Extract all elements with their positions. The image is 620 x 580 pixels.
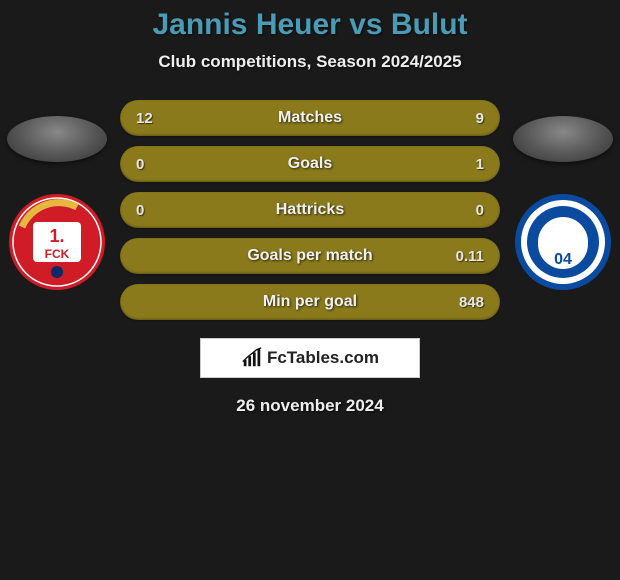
right-player-photo	[513, 116, 613, 162]
brand-text: FcTables.com	[267, 348, 379, 368]
right-club-badge: S 04	[513, 192, 613, 292]
subtitle: Club competitions, Season 2024/2025	[0, 52, 620, 72]
stat-left: 12	[136, 110, 176, 127]
left-player-photo	[7, 116, 107, 162]
stat-row-goals: 0 Goals 1	[120, 146, 500, 182]
svg-text:04: 04	[554, 251, 572, 268]
stat-left: 0	[136, 156, 176, 173]
stat-right: 1	[444, 156, 484, 173]
left-player-side: 1. FCK	[4, 100, 110, 292]
left-club-badge: 1. FCK	[7, 192, 107, 292]
stat-label: Min per goal	[176, 293, 444, 311]
infographic-card: Jannis Heuer vs Bulut Club competitions,…	[0, 0, 620, 440]
stat-right: 0	[444, 202, 484, 219]
stats-column: 12 Matches 9 0 Goals 1 0 Hattricks 0 Goa…	[120, 100, 500, 320]
stat-right: 9	[444, 110, 484, 127]
stat-right: 0.11	[444, 248, 484, 265]
stat-label: Goals	[176, 155, 444, 173]
right-player-side: S 04	[510, 100, 616, 292]
svg-text:S: S	[555, 211, 572, 244]
stat-row-min-per-goal: Min per goal 848	[120, 284, 500, 320]
brand-box: FcTables.com	[200, 338, 420, 378]
stat-label: Goals per match	[176, 247, 444, 265]
page-title: Jannis Heuer vs Bulut	[0, 8, 620, 42]
stat-right: 848	[444, 294, 484, 311]
stat-row-hattricks: 0 Hattricks 0	[120, 192, 500, 228]
chart-icon	[241, 347, 263, 369]
date-text: 26 november 2024	[0, 396, 620, 416]
stat-label: Matches	[176, 109, 444, 127]
stat-left: 0	[136, 202, 176, 219]
content-row: 1. FCK 12 Matches 9 0 Goals 1 0 Hattrick…	[0, 100, 620, 320]
stat-row-matches: 12 Matches 9	[120, 100, 500, 136]
svg-text:1.: 1.	[49, 226, 64, 246]
stat-row-goals-per-match: Goals per match 0.11	[120, 238, 500, 274]
svg-text:FCK: FCK	[45, 247, 70, 261]
stat-label: Hattricks	[176, 201, 444, 219]
